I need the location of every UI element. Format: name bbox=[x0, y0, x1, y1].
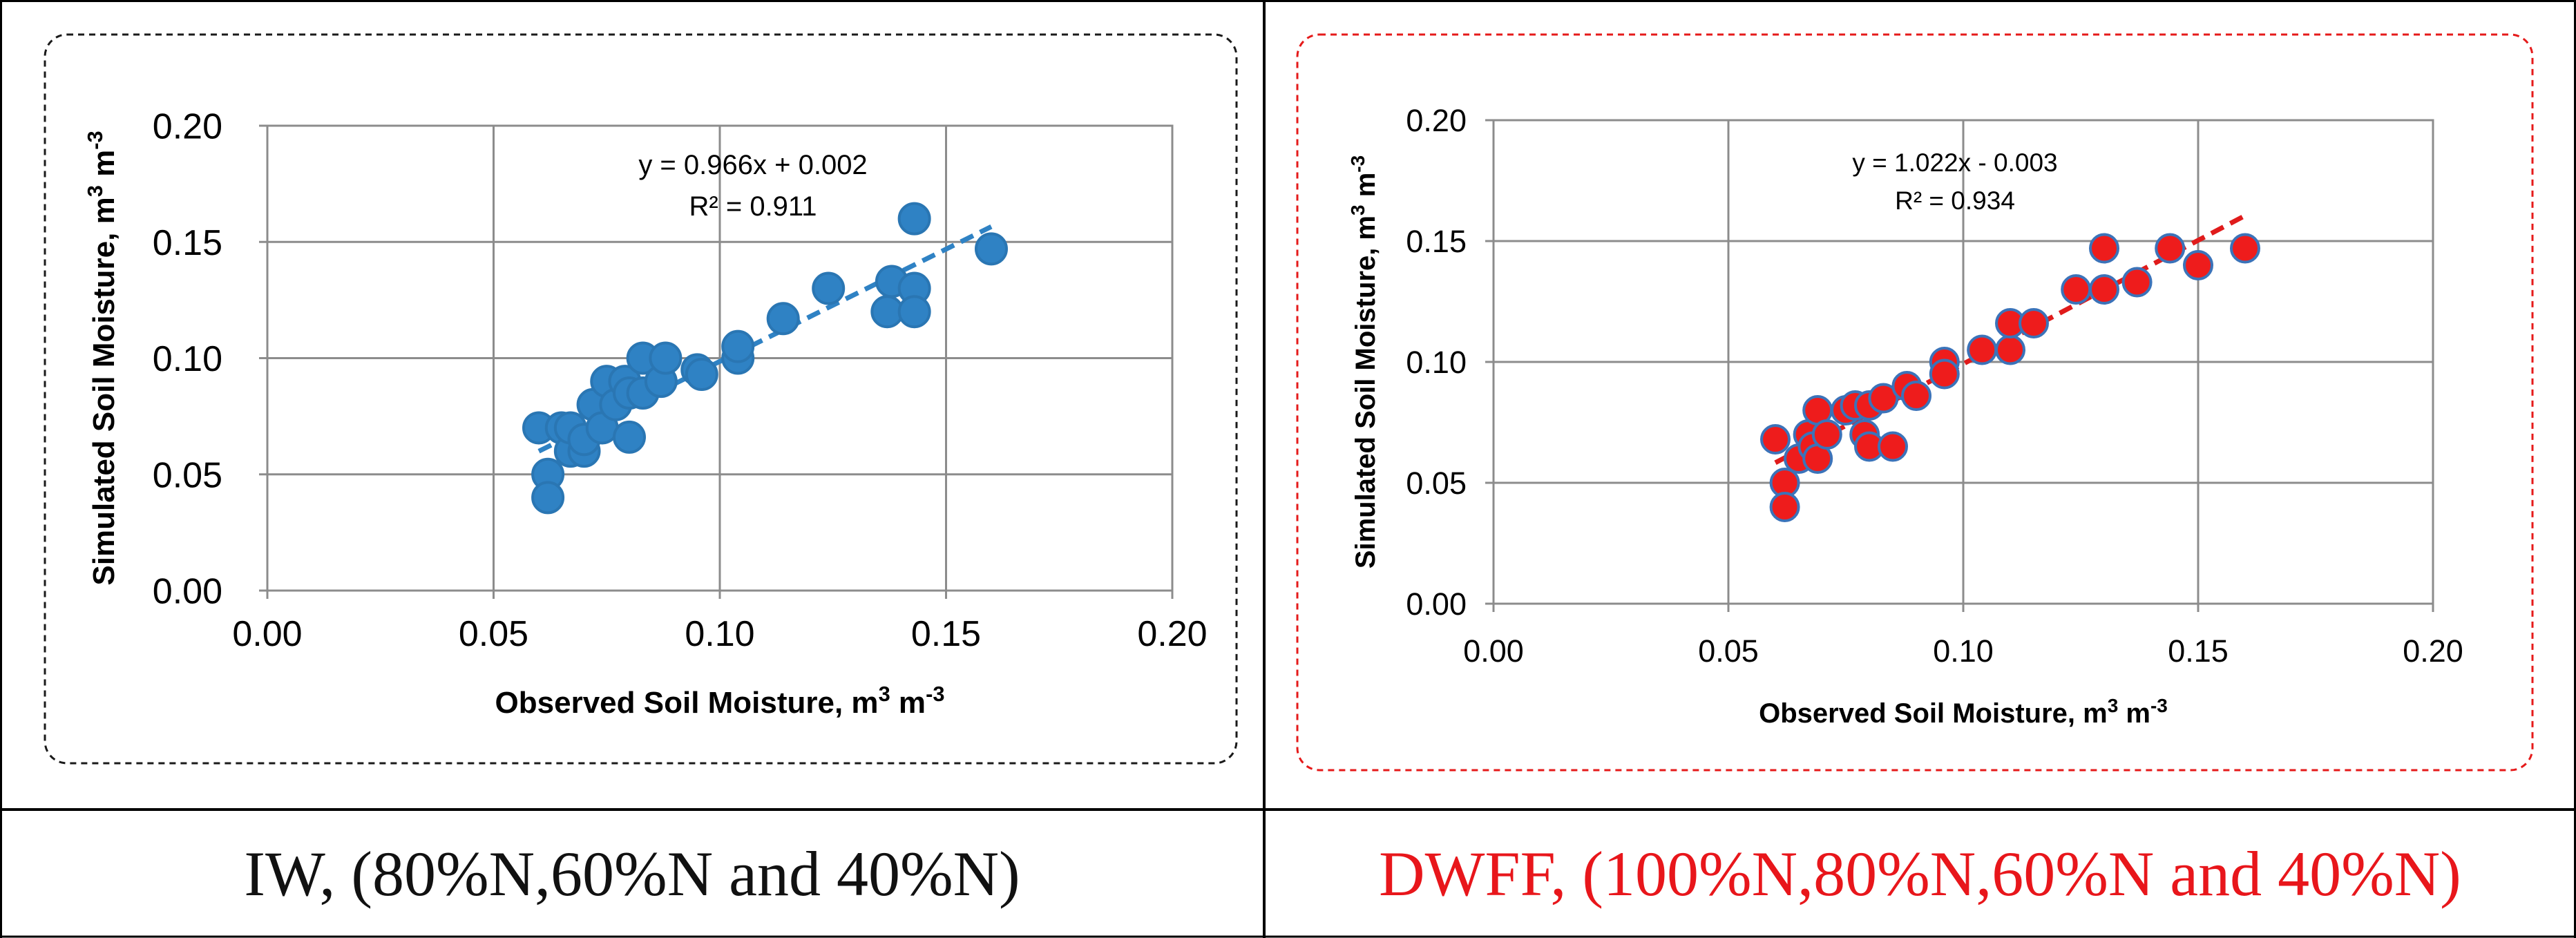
data-point bbox=[1769, 492, 1800, 522]
data-point bbox=[2061, 274, 2092, 305]
y-tick-label: 0.10 bbox=[153, 339, 222, 379]
x-axis-title: Observed Soil Moisture, m3 m-3 bbox=[495, 682, 945, 720]
caption-iw: IW, (80%N,60%N and 40%N) bbox=[244, 839, 1020, 909]
data-point bbox=[897, 202, 931, 236]
data-point bbox=[2089, 274, 2119, 305]
data-point bbox=[2121, 267, 2153, 298]
x-tick-label: 0.05 bbox=[1698, 633, 1759, 669]
y-tick-label: 0.05 bbox=[153, 455, 222, 495]
chart-panel-iw: 0.00 0.05 0.10 0.15 0.20 0.00 0.05 0.10 0.15 0.20… bbox=[44, 33, 1238, 765]
r-squared-label: R² = 0.934 bbox=[1895, 186, 2015, 215]
x-tick-label: 0.20 bbox=[2403, 633, 2463, 669]
data-point bbox=[1967, 334, 1998, 365]
data-point bbox=[2230, 233, 2260, 264]
data-point bbox=[649, 341, 683, 375]
data-point bbox=[2019, 308, 2049, 338]
y-axis-title: Simulated Soil Moisture, m3 m-3 bbox=[1347, 155, 1382, 568]
data-point bbox=[1868, 383, 1899, 414]
y-tick-label: 0.00 bbox=[1406, 586, 1467, 622]
x-tick-label: 0.20 bbox=[1137, 614, 1207, 654]
data-point bbox=[2183, 250, 2213, 280]
data-point bbox=[1878, 431, 1908, 462]
regression-equation: y = 0.966x + 0.002 bbox=[638, 150, 867, 180]
y-tick-label: 0.15 bbox=[1406, 224, 1467, 259]
data-point bbox=[2089, 233, 2119, 264]
data-point bbox=[1929, 358, 1960, 390]
x-tick-label: 0.15 bbox=[2168, 633, 2229, 669]
y-tick-label: 0.20 bbox=[153, 107, 222, 147]
data-point bbox=[897, 295, 931, 329]
data-point bbox=[721, 329, 755, 363]
r-squared-label: R² = 0.911 bbox=[689, 191, 817, 222]
x-tick-label: 0.00 bbox=[232, 614, 302, 654]
data-point bbox=[613, 420, 646, 454]
y-tick-label: 0.20 bbox=[1406, 103, 1467, 138]
y-tick-label: 0.00 bbox=[153, 572, 222, 612]
regression-equation: y = 1.022x - 0.003 bbox=[1852, 149, 2057, 177]
data-point bbox=[531, 481, 565, 515]
x-tick-label: 0.10 bbox=[685, 614, 754, 654]
x-tick-label: 0.10 bbox=[1933, 633, 1994, 669]
y-tick-label: 0.15 bbox=[153, 223, 222, 263]
data-point bbox=[2155, 233, 2186, 264]
data-point bbox=[766, 302, 800, 336]
data-point bbox=[812, 271, 846, 305]
x-tick-label: 0.05 bbox=[459, 614, 528, 654]
data-point bbox=[1995, 334, 2025, 365]
y-tick-label: 0.05 bbox=[1406, 466, 1467, 501]
data-point bbox=[1760, 424, 1791, 454]
data-point bbox=[1811, 419, 1842, 450]
data-point bbox=[1901, 381, 1931, 411]
y-axis-title: Simulated Soil Moisture, m3 m-3 bbox=[83, 131, 122, 585]
x-axis-title: Observed Soil Moisture, m3 m-3 bbox=[1759, 695, 2168, 729]
chart-panel-dwff: 0.00 0.05 0.10 0.15 0.20 0.00 0.05 0.10 0.15 0.20… bbox=[1296, 33, 2534, 772]
y-tick-label: 0.10 bbox=[1406, 345, 1467, 380]
data-point bbox=[975, 232, 1008, 266]
data-point bbox=[685, 358, 718, 392]
caption-dwff: DWFF, (100%N,80%N,60%N and 40%N) bbox=[1379, 839, 2461, 909]
x-tick-label: 0.00 bbox=[1463, 633, 1524, 669]
chart-area-border bbox=[1296, 33, 2534, 772]
x-tick-label: 0.15 bbox=[911, 614, 981, 654]
